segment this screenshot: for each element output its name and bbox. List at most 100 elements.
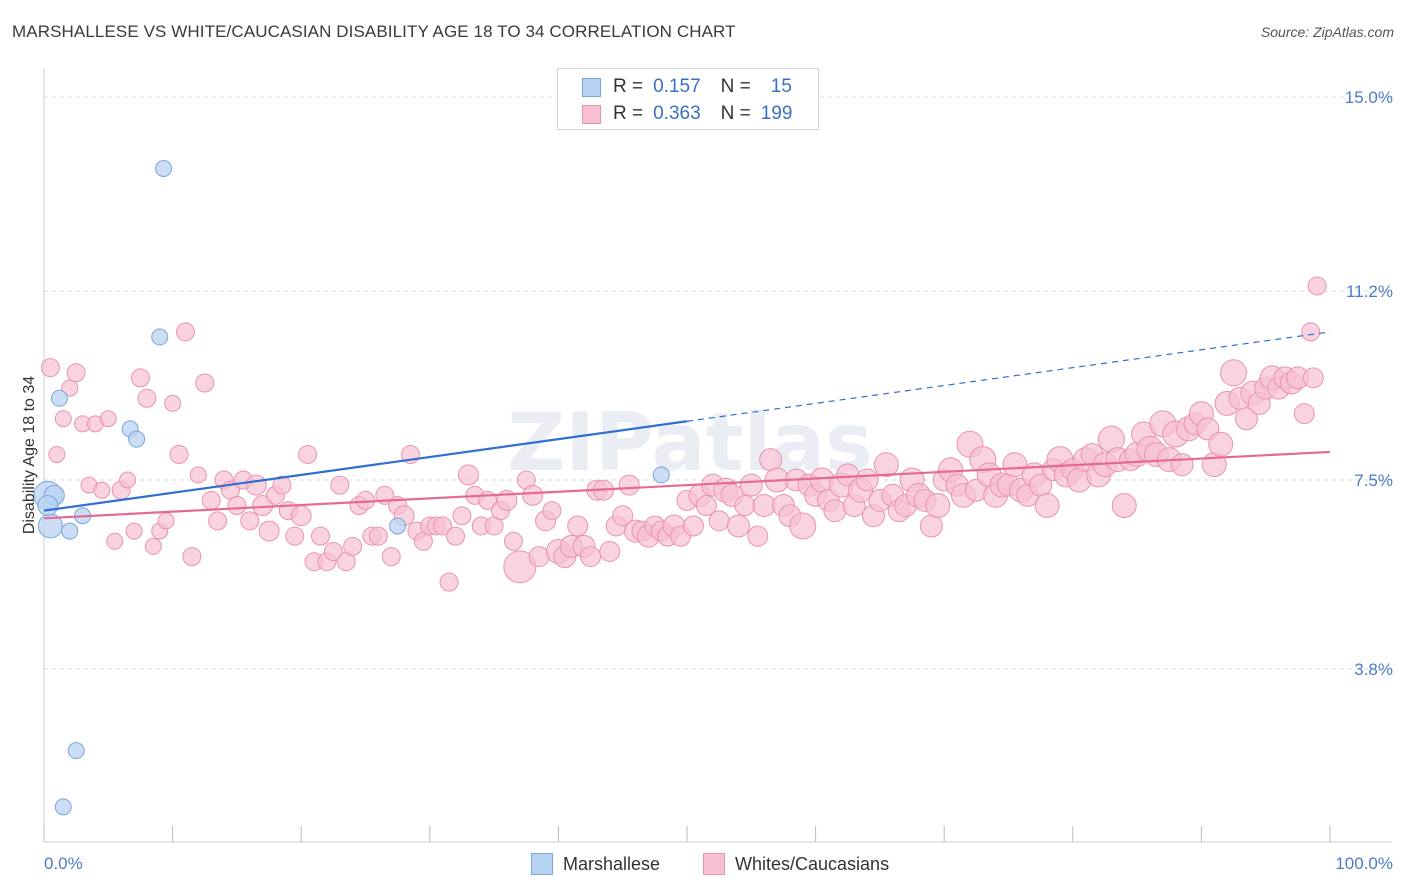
whites-caucasians-point (208, 511, 228, 531)
whites-caucasians-point (195, 373, 215, 393)
y-tick-label: 15.0% (1345, 88, 1393, 107)
correlation-legend: R = 0.157 N = 15 R = 0.363 N = 199 (557, 68, 819, 130)
whites-caucasians-point (54, 410, 72, 428)
legend-r-value: 0.157 (653, 76, 701, 97)
legend-row-whites: R = 0.363 N = 199 (582, 102, 792, 126)
whites-caucasians-point (599, 540, 621, 562)
marshallese-point (652, 466, 670, 484)
whites-caucasians-point (285, 526, 305, 546)
whites-caucasians-point (137, 388, 157, 408)
whites-caucasians-point (201, 490, 221, 510)
whites-caucasians-point (240, 511, 260, 531)
whites-caucasians-point (323, 541, 343, 561)
whites-caucasians-point (1307, 276, 1327, 296)
marshallese-point (54, 798, 72, 816)
whites-caucasians-point (227, 496, 247, 516)
whites-caucasians-point (734, 495, 756, 517)
marshallese-point (389, 517, 407, 535)
whites-caucasians-point (503, 531, 523, 551)
marshallese-trend-line (43, 420, 688, 512)
whites-caucasians-point (272, 475, 292, 495)
whites-caucasians-point (290, 505, 312, 527)
whites-caucasians-point (752, 494, 776, 518)
whites-caucasians-point (106, 532, 124, 550)
legend-r-label: R = (613, 103, 644, 124)
whites-caucasians-point (1293, 403, 1315, 425)
whites-caucasians-point (580, 546, 602, 568)
marshallese-points (33, 159, 670, 816)
whites-caucasians-point (381, 547, 401, 567)
y-tick-label: 11.2% (1346, 282, 1393, 301)
whites-caucasians-point (99, 410, 117, 428)
whites-caucasians-point (873, 452, 899, 478)
whites-caucasians-point (119, 471, 137, 489)
marshallese-point (37, 495, 59, 517)
trend-lines (43, 331, 1331, 520)
whites-caucasians-point (726, 514, 750, 538)
bottom-legend-marshallese: Marshallese (531, 852, 660, 876)
bottom-legend-label: Marshallese (563, 853, 661, 874)
bottom-legend-swatch-pink (703, 853, 725, 875)
legend-n-label: N = (720, 76, 751, 97)
whites-caucasians-point (1170, 453, 1194, 477)
whites-caucasians-point (618, 474, 640, 496)
whites-caucasians-point (1034, 493, 1060, 519)
bottom-legend-whites: Whites/Caucasians (703, 852, 889, 876)
y-axis-title: Disability Age 18 to 34 (21, 376, 38, 534)
legend-r-label: R = (613, 76, 644, 97)
whites-caucasians-point (1208, 431, 1234, 457)
whites-caucasians-points (40, 276, 1327, 592)
whites-caucasians-point (61, 379, 79, 397)
legend-n-value: 199 (760, 103, 793, 124)
whites-caucasians-point (695, 495, 717, 517)
marshallese-point (50, 389, 68, 407)
whites-caucasians-point (130, 368, 150, 388)
whites-caucasians-point (343, 536, 363, 556)
legend-row-marshallese: R = 0.157 N = 15 (582, 75, 792, 99)
whites-caucasians-point (789, 512, 817, 540)
whites-caucasians-point (298, 444, 318, 464)
source-credit: Source: ZipAtlas.com (1260, 24, 1394, 40)
marshallese-trend-extension (686, 331, 1331, 422)
legend-swatch-blue (582, 77, 601, 97)
whites-caucasians-point (310, 526, 330, 546)
whites-caucasians-point (175, 322, 195, 342)
whites-caucasians-point (1301, 322, 1321, 342)
bottom-legend-swatch-blue (531, 853, 553, 875)
whites-caucasians-trend-line (43, 450, 1331, 520)
whites-caucasians-point (164, 394, 182, 412)
bottom-legend-label: Whites/Caucasians (735, 853, 890, 874)
marshallese-point (61, 522, 79, 540)
whites-caucasians-point (1302, 367, 1324, 389)
whites-caucasians-point (48, 445, 66, 463)
whites-caucasians-point (1002, 452, 1028, 478)
whites-caucasians-point (457, 464, 479, 486)
whites-caucasians-point (182, 547, 202, 567)
marshallese-point (67, 742, 85, 760)
grid-lines (44, 96, 1392, 670)
whites-caucasians-point (1111, 493, 1137, 519)
x-tick-label: 100.0% (1335, 854, 1393, 873)
marshallese-point (155, 159, 173, 177)
whites-caucasians-point (368, 526, 388, 546)
y-tick-label: 3.8% (1354, 660, 1393, 679)
whites-caucasians-point (433, 516, 453, 536)
whites-caucasians-point (446, 526, 466, 546)
y-tick-labels: 3.8% 7.5% 11.2% 15.0% (1345, 88, 1393, 679)
whites-caucasians-point (189, 466, 207, 484)
whites-caucasians-point (919, 514, 943, 538)
whites-caucasians-point (144, 537, 162, 555)
whites-caucasians-point (93, 481, 111, 499)
whites-caucasians-point (439, 572, 459, 592)
y-tick-label: 7.5% (1354, 471, 1393, 490)
marshallese-point (151, 328, 169, 346)
whites-caucasians-point (747, 525, 769, 547)
whites-caucasians-point (245, 474, 267, 496)
whites-caucasians-point (567, 515, 589, 537)
chart-title: MARSHALLESE VS WHITE/CAUCASIAN DISABILIT… (12, 22, 736, 41)
whites-caucasians-point (708, 510, 730, 532)
whites-caucasians-point (1234, 407, 1258, 431)
whites-caucasians-point (125, 522, 143, 540)
whites-caucasians-point (542, 501, 562, 521)
whites-caucasians-point (169, 444, 189, 464)
